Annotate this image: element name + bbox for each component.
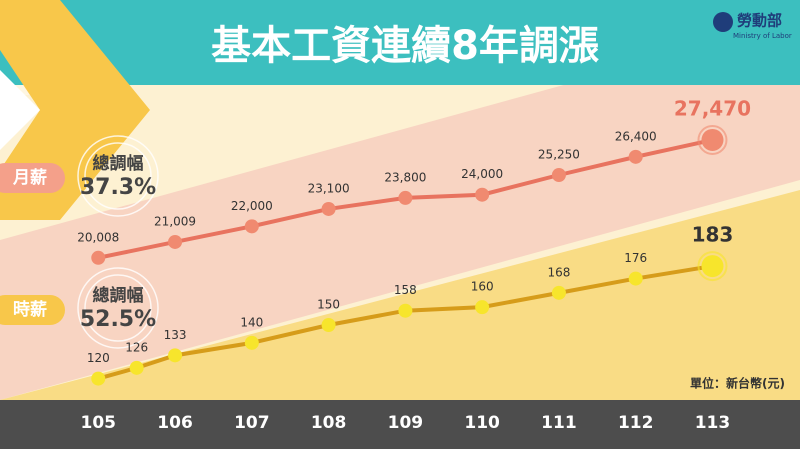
highlight-ring	[697, 251, 728, 282]
x-tick-label: 110	[464, 413, 500, 433]
logo-name: 勞動部	[737, 12, 782, 30]
x-tick-label: 106	[157, 413, 193, 433]
point	[628, 149, 643, 164]
legend-label: 時薪	[13, 299, 47, 320]
data-label: 20,008	[77, 230, 119, 244]
point	[628, 271, 643, 286]
data-label: 27,470	[674, 96, 751, 120]
annotation-ring	[84, 274, 152, 342]
point	[475, 187, 490, 202]
point	[321, 201, 336, 216]
x-axis-bar	[0, 400, 800, 449]
data-label: 23,800	[384, 170, 426, 184]
header-bar	[0, 0, 800, 85]
data-label: 158	[394, 283, 417, 297]
annotation-value: 37.3%	[80, 175, 156, 200]
chevron-inner	[0, 70, 40, 150]
annotation-ring	[77, 135, 159, 217]
logo-icon	[713, 12, 733, 32]
point	[129, 360, 144, 375]
point	[244, 219, 259, 234]
data-label: 133	[164, 328, 187, 342]
annotation-label: 總調幅	[93, 285, 144, 306]
yellow-band	[0, 190, 800, 400]
data-label: 24,000	[461, 167, 503, 181]
data-label: 22,000	[231, 199, 273, 213]
point	[551, 285, 566, 300]
x-tick-label: 107	[234, 413, 270, 433]
data-label: 150	[317, 298, 340, 312]
data-label: 26,400	[615, 129, 657, 143]
data-label: 183	[692, 223, 734, 247]
point	[551, 168, 566, 182]
point	[244, 335, 259, 350]
x-tick-label: 113	[695, 413, 731, 433]
data-label: 168	[547, 265, 570, 279]
annotation-value: 52.5%	[80, 307, 156, 332]
highlight-ring	[697, 124, 728, 155]
point	[701, 128, 724, 151]
title: 基本工資連續8年調漲	[211, 23, 599, 69]
data-label: 140	[240, 315, 263, 329]
data-label: 126	[125, 340, 148, 354]
legend-pill	[0, 295, 65, 325]
x-tick-label: 108	[311, 413, 347, 433]
legend-pill	[0, 163, 65, 193]
pink-band	[0, 20, 800, 400]
point	[475, 300, 490, 315]
logo-subtitle: Ministry of Labor	[733, 32, 792, 40]
point	[398, 190, 413, 205]
x-tick-label: 105	[81, 413, 117, 433]
data-label: 21,009	[154, 214, 196, 228]
legend-label: 月薪	[12, 168, 47, 188]
unit-note: 單位：新台幣(元)	[690, 376, 785, 391]
point	[701, 255, 724, 278]
point	[168, 348, 183, 363]
annotation-ring	[77, 267, 159, 349]
x-tick-label: 111	[541, 413, 577, 433]
x-tick-label: 112	[618, 413, 654, 433]
point	[398, 303, 413, 318]
series-line	[97, 264, 713, 381]
point	[321, 318, 336, 332]
point	[91, 250, 106, 265]
data-label: 160	[471, 280, 494, 294]
data-label: 120	[87, 351, 110, 365]
annotation-label: 總調幅	[93, 153, 144, 174]
data-label: 23,100	[308, 181, 350, 195]
point	[91, 371, 106, 386]
data-label: 25,250	[538, 148, 580, 162]
data-label: 176	[624, 251, 647, 265]
point	[168, 234, 183, 249]
x-tick-label: 109	[388, 413, 424, 433]
annotation-ring	[84, 142, 152, 210]
